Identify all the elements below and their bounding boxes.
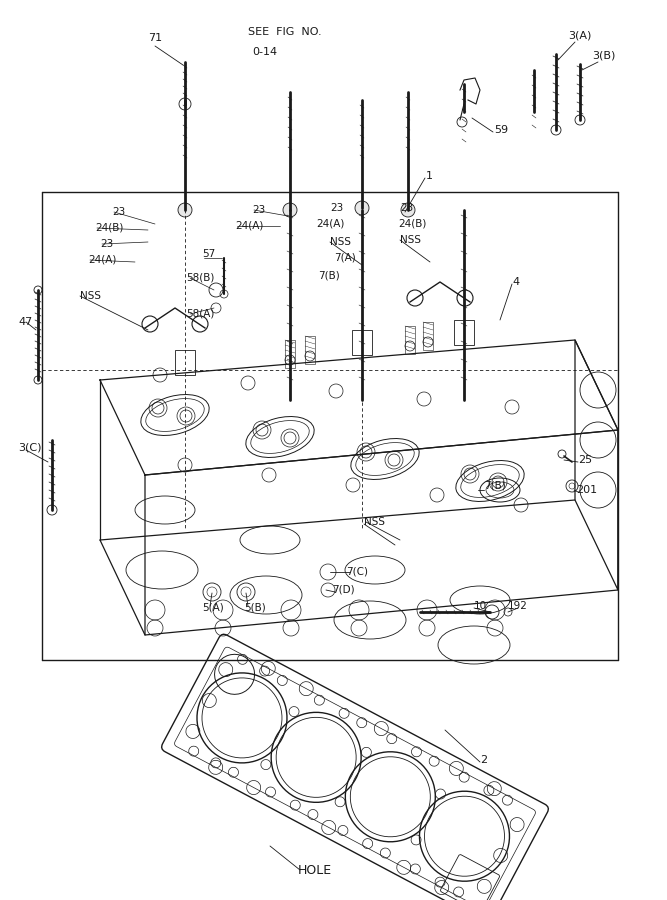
Text: 3(C): 3(C)	[18, 443, 41, 453]
Bar	[454, 320, 474, 345]
Text: 201: 201	[576, 485, 597, 495]
Bar	[405, 326, 415, 354]
Text: 47: 47	[18, 317, 32, 327]
Bar	[285, 340, 295, 368]
Text: 24(A): 24(A)	[88, 255, 116, 265]
Text: 59: 59	[494, 125, 508, 135]
Text: 7(B): 7(B)	[318, 271, 340, 281]
Text: 57: 57	[202, 249, 215, 259]
Text: 24(B): 24(B)	[398, 219, 426, 229]
Text: 23: 23	[400, 203, 414, 213]
Text: 71: 71	[148, 33, 162, 43]
Text: 25: 25	[578, 455, 592, 465]
Text: 7(D): 7(D)	[332, 585, 355, 595]
Bar	[305, 336, 315, 364]
Text: HOLE: HOLE	[298, 863, 332, 877]
Text: SEE  FIG  NO.: SEE FIG NO.	[248, 27, 321, 37]
Text: 23: 23	[252, 205, 265, 215]
Text: 1: 1	[426, 171, 433, 181]
Text: 4: 4	[512, 277, 519, 287]
Text: 24(A): 24(A)	[235, 221, 263, 231]
Text: 7(A): 7(A)	[334, 253, 356, 263]
Text: NSS: NSS	[364, 517, 385, 527]
Circle shape	[401, 203, 415, 217]
Text: 10: 10	[474, 601, 487, 611]
Text: 24(A): 24(A)	[316, 219, 344, 229]
Circle shape	[355, 201, 369, 215]
Circle shape	[178, 203, 192, 217]
Text: NSS: NSS	[400, 235, 421, 245]
Text: 23: 23	[112, 207, 125, 217]
Text: NSS: NSS	[80, 291, 101, 301]
Text: 23: 23	[100, 239, 113, 249]
Text: 58(A): 58(A)	[186, 309, 214, 319]
Text: 5(B): 5(B)	[244, 603, 265, 613]
Circle shape	[283, 203, 297, 217]
Text: 23: 23	[330, 203, 344, 213]
Bar	[352, 330, 372, 355]
Bar	[175, 350, 195, 375]
Text: 2: 2	[480, 755, 487, 765]
Text: 7(B): 7(B)	[484, 481, 506, 491]
Text: 192: 192	[508, 601, 528, 611]
Text: NSS: NSS	[330, 237, 351, 247]
Text: 0-14: 0-14	[252, 47, 277, 57]
Bar	[423, 322, 433, 350]
Text: 3(B): 3(B)	[592, 51, 616, 61]
Text: 58(B): 58(B)	[186, 273, 214, 283]
Text: 3(A): 3(A)	[568, 31, 592, 41]
Text: 7(C): 7(C)	[346, 567, 368, 577]
Text: 24(B): 24(B)	[95, 223, 123, 233]
Text: 5(A): 5(A)	[202, 603, 223, 613]
